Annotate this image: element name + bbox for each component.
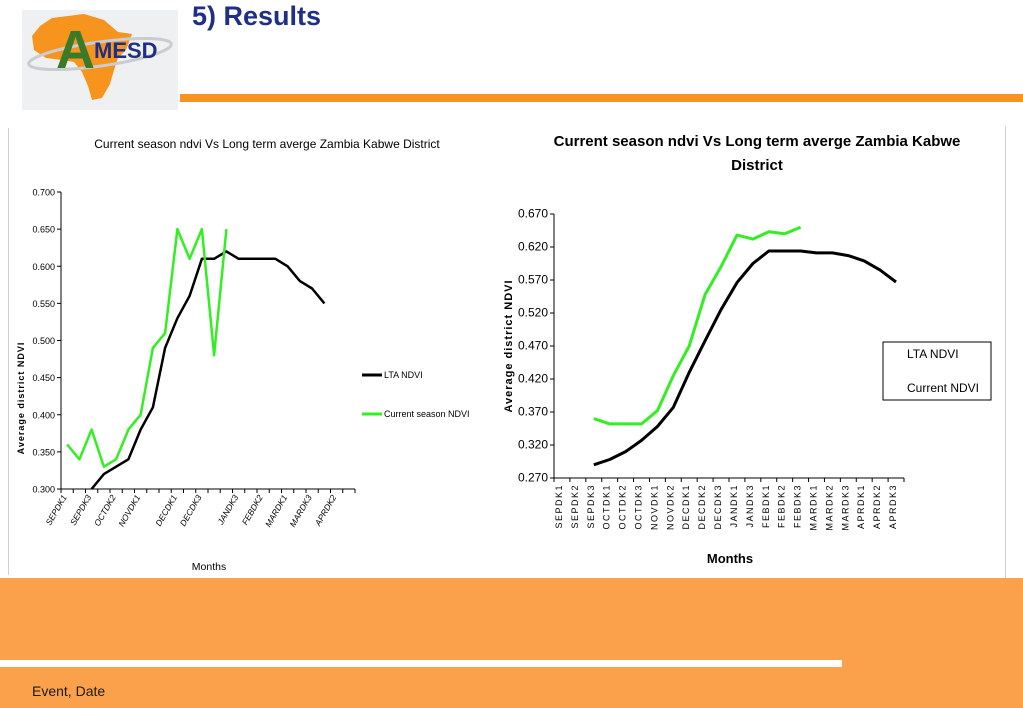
x-tick-label: MARDK3 [287,493,314,529]
x-tick-label: SEPDK3 [586,484,596,529]
series-line [593,225,802,426]
x-tick-label: OCTDK2 [618,484,628,530]
x-axis-label: Months [192,561,226,573]
logo-letter: A [56,20,95,80]
x-tick-label: JANDK3 [745,484,755,528]
x-tick-label: JANDK1 [729,484,739,528]
title-underline [180,94,1023,102]
page-title: 5) Results [192,1,322,31]
x-tick-label: FEBDK2 [777,484,787,528]
x-tick-label: APRDK3 [888,484,898,529]
legend-label-lta: LTA NDVI [907,347,959,361]
y-axis-label: Average district NDVI [16,342,26,455]
y-tick-label: 0.350 [32,447,55,457]
x-tick-label: NOVDK2 [665,484,675,530]
x-tick-label: DECDK1 [153,493,179,528]
x-tick-label: OCTDK1 [602,484,612,530]
y-tick-label: 0.420 [518,372,548,386]
legend-label-lta: LTA NDVI [384,370,423,380]
x-tick-label: NOVDK1 [649,484,659,530]
y-tick-label: 0.370 [518,405,548,419]
x-tick-label: OCTDK2 [92,493,118,528]
y-tick-label: 0.670 [518,207,548,221]
y-tick-label: 0.650 [32,225,55,235]
x-tick-label: SEPDK1 [554,484,564,529]
amesd-logo: A MESD [22,10,178,110]
x-axis-label: Months [707,551,753,566]
y-tick-label: 0.400 [32,410,55,420]
x-tick-label: MARDK2 [824,484,834,531]
x-tick-label: NOVDK1 [116,493,142,529]
series-line [90,250,326,490]
x-tick-label: DECDK2 [697,484,707,530]
x-tick-label: SEPDK2 [570,484,580,529]
x-tick-label: FEBDK3 [793,484,803,528]
y-tick-label: 0.550 [32,299,55,309]
x-tick-label: APRDK1 [856,484,866,529]
chart-title-line-1: Current season ndvi Vs Long term averge … [554,133,961,150]
series-line [66,227,228,468]
left-ndvi-chart: Current season ndvi Vs Long term averge … [16,137,470,573]
logo-text: MESD [94,38,158,63]
right-ndvi-chart: Current season ndvi Vs Long term averge … [503,133,992,566]
y-tick-label: 0.570 [518,273,548,287]
x-tick-label: APRDK2 [312,493,338,529]
x-tick-label: DECDK3 [713,484,723,530]
legend-label-current: Current NDVI [907,381,979,395]
chart-title: Current season ndvi Vs Long term averge … [94,137,440,151]
y-tick-label: 0.500 [32,336,55,346]
series-line [593,249,897,467]
x-tick-label: FEBDK2 [240,493,265,527]
x-tick-label: FEBDK1 [761,484,771,528]
y-tick-label: 0.620 [518,240,548,254]
y-tick-label: 0.270 [518,471,548,485]
y-tick-label: 0.700 [32,188,55,198]
y-tick-label: 0.320 [518,438,548,452]
x-tick-label: MARDK1 [809,484,819,531]
africa-map-icon: A MESD [27,14,173,100]
x-tick-label: DECDK3 [178,493,204,528]
left-chart-panel: Current season ndvi Vs Long term averge … [8,128,496,575]
x-tick-label: SEPDK3 [68,493,94,527]
legend-box [882,341,992,401]
footer-event-date: Event, Date [32,683,106,699]
y-tick-label: 0.450 [32,373,55,383]
x-tick-label: APRDK2 [872,484,882,529]
y-tick-label: 0.470 [518,339,548,353]
x-tick-label: JANDK3 [215,493,241,527]
y-tick-label: 0.520 [518,306,548,320]
x-tick-label: MARDK3 [840,484,850,531]
footer-divider [0,660,842,667]
footer-band [0,578,1023,708]
legend-label-current: Current season NDVI [384,409,470,419]
y-tick-label: 0.600 [32,262,55,272]
x-tick-label: DECDK1 [681,484,691,530]
right-chart-panel: Current season ndvi Vs Long term averge … [497,126,1006,579]
y-axis-label: Average district NDVI [503,279,515,412]
chart-title-line-2: District [731,157,783,174]
x-tick-label: SEPDK1 [43,493,69,527]
x-tick-label: OCTDK3 [634,484,644,530]
x-tick-label: MARDK1 [263,493,290,529]
y-tick-label: 0.300 [32,485,55,495]
